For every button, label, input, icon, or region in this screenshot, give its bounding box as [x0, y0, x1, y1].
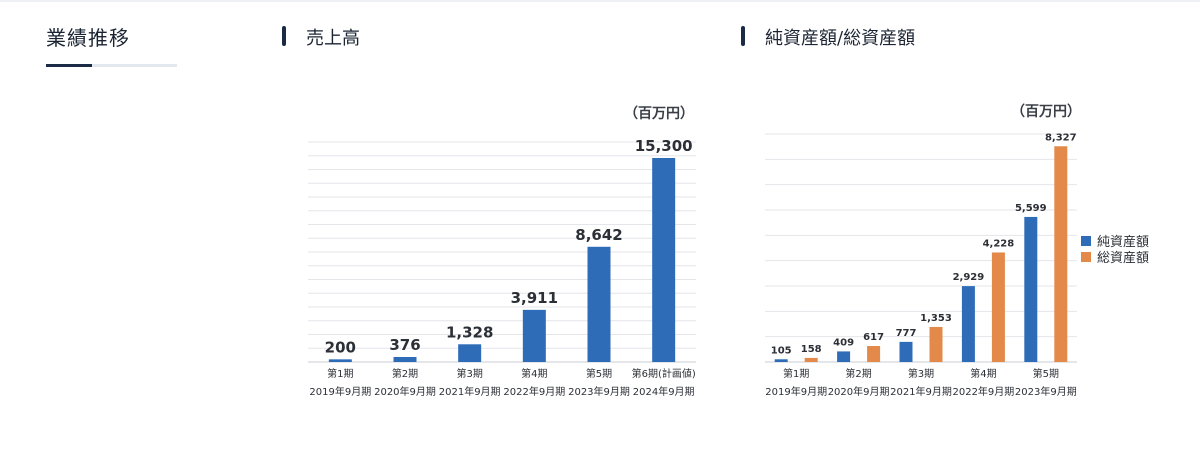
x-tick-sublabel: 2020年9月期 — [374, 385, 436, 398]
data-label: 105 — [771, 345, 792, 356]
bar-series1-2 — [867, 346, 881, 362]
x-tick-label: 第4期 — [970, 367, 996, 380]
bar-5 — [587, 246, 611, 362]
x-tick-label: 第1期 — [783, 367, 809, 380]
section-title-underline — [46, 64, 177, 67]
bar-6 — [652, 158, 676, 362]
x-tick-label: 第6期(計画値) — [632, 367, 696, 380]
assets-chart-heading: 純資産額/総資産額 — [741, 24, 916, 50]
x-tick-label: 第5期 — [1033, 367, 1059, 380]
bar-2 — [393, 356, 417, 362]
x-tick-sublabel: 2021年9月期 — [890, 385, 952, 398]
bar-series1-4 — [991, 252, 1005, 362]
data-label: 4,228 — [983, 238, 1015, 249]
top-divider — [0, 0, 1200, 2]
data-label: 376 — [389, 336, 420, 354]
data-label: 777 — [896, 328, 917, 339]
assets-chart: （百万円） 105 158 第1期 2019年9月期 409 617 第2期 2020年9月期 7… — [765, 104, 1149, 398]
x-tick-sublabel: 2019年9月期 — [309, 385, 371, 398]
heading-marker — [282, 26, 286, 46]
x-tick-label: 第2期 — [392, 367, 418, 380]
sales-chart-title: 売上高 — [306, 28, 360, 49]
x-tick-sublabel: 2024年9月期 — [633, 385, 695, 398]
heading-marker — [741, 26, 745, 46]
data-label: 15,300 — [635, 137, 693, 155]
legend-swatch — [1081, 252, 1091, 262]
x-tick-sublabel: 2022年9月期 — [952, 385, 1014, 398]
x-tick-label: 第3期 — [908, 367, 934, 380]
x-tick-sublabel: 2020年9月期 — [828, 385, 890, 398]
underline-accent — [46, 64, 92, 67]
bar-series1-3 — [929, 326, 943, 362]
x-tick-label: 第5期 — [586, 367, 612, 380]
data-label: 409 — [833, 337, 854, 348]
bar-series0-4 — [961, 286, 975, 362]
unit-label: （百万円） — [624, 106, 694, 122]
legend-label: 純資産額 — [1097, 234, 1149, 250]
legend-swatch — [1081, 236, 1091, 246]
sales-chart: （百万円） 200 第1期 2019年9月期 376 第2期 2020年9月期 1,328 第3… — [308, 106, 696, 398]
bar-1 — [328, 359, 352, 362]
bar-series1-5 — [1054, 146, 1068, 362]
data-label: 1,328 — [446, 323, 493, 341]
x-tick-sublabel: 2023年9月期 — [1015, 385, 1077, 398]
x-tick-sublabel: 2023年9月期 — [568, 385, 630, 398]
x-tick-sublabel: 2019年9月期 — [765, 385, 827, 398]
assets-chart-title: 純資産額/総資産額 — [765, 28, 916, 49]
data-label: 8,642 — [575, 226, 622, 244]
data-label: 5,599 — [1015, 203, 1047, 214]
bar-4 — [522, 309, 546, 362]
x-tick-label: 第2期 — [845, 367, 871, 380]
unit-label: （百万円） — [1011, 104, 1081, 120]
x-tick-label: 第1期 — [327, 367, 353, 380]
bar-3 — [458, 344, 482, 362]
data-label: 200 — [325, 338, 356, 356]
x-tick-sublabel: 2021年9月期 — [439, 385, 501, 398]
data-label: 158 — [801, 344, 822, 355]
data-label: 2,929 — [953, 272, 985, 283]
sales-chart-heading: 売上高 — [282, 24, 360, 50]
bar-series0-2 — [837, 351, 851, 362]
legend-label: 総資産額 — [1097, 250, 1149, 266]
data-label: 3,911 — [511, 289, 558, 307]
bar-series1-1 — [804, 357, 818, 362]
data-label: 8,327 — [1045, 132, 1077, 143]
section-title: 業績推移 — [46, 26, 130, 50]
x-tick-sublabel: 2022年9月期 — [503, 385, 565, 398]
x-tick-label: 第4期 — [521, 367, 547, 380]
data-label: 1,353 — [920, 313, 952, 324]
bar-series0-5 — [1024, 216, 1038, 362]
x-tick-label: 第3期 — [456, 367, 482, 380]
bar-series0-1 — [774, 359, 788, 362]
bar-series0-3 — [899, 341, 913, 362]
data-label: 617 — [863, 332, 884, 343]
